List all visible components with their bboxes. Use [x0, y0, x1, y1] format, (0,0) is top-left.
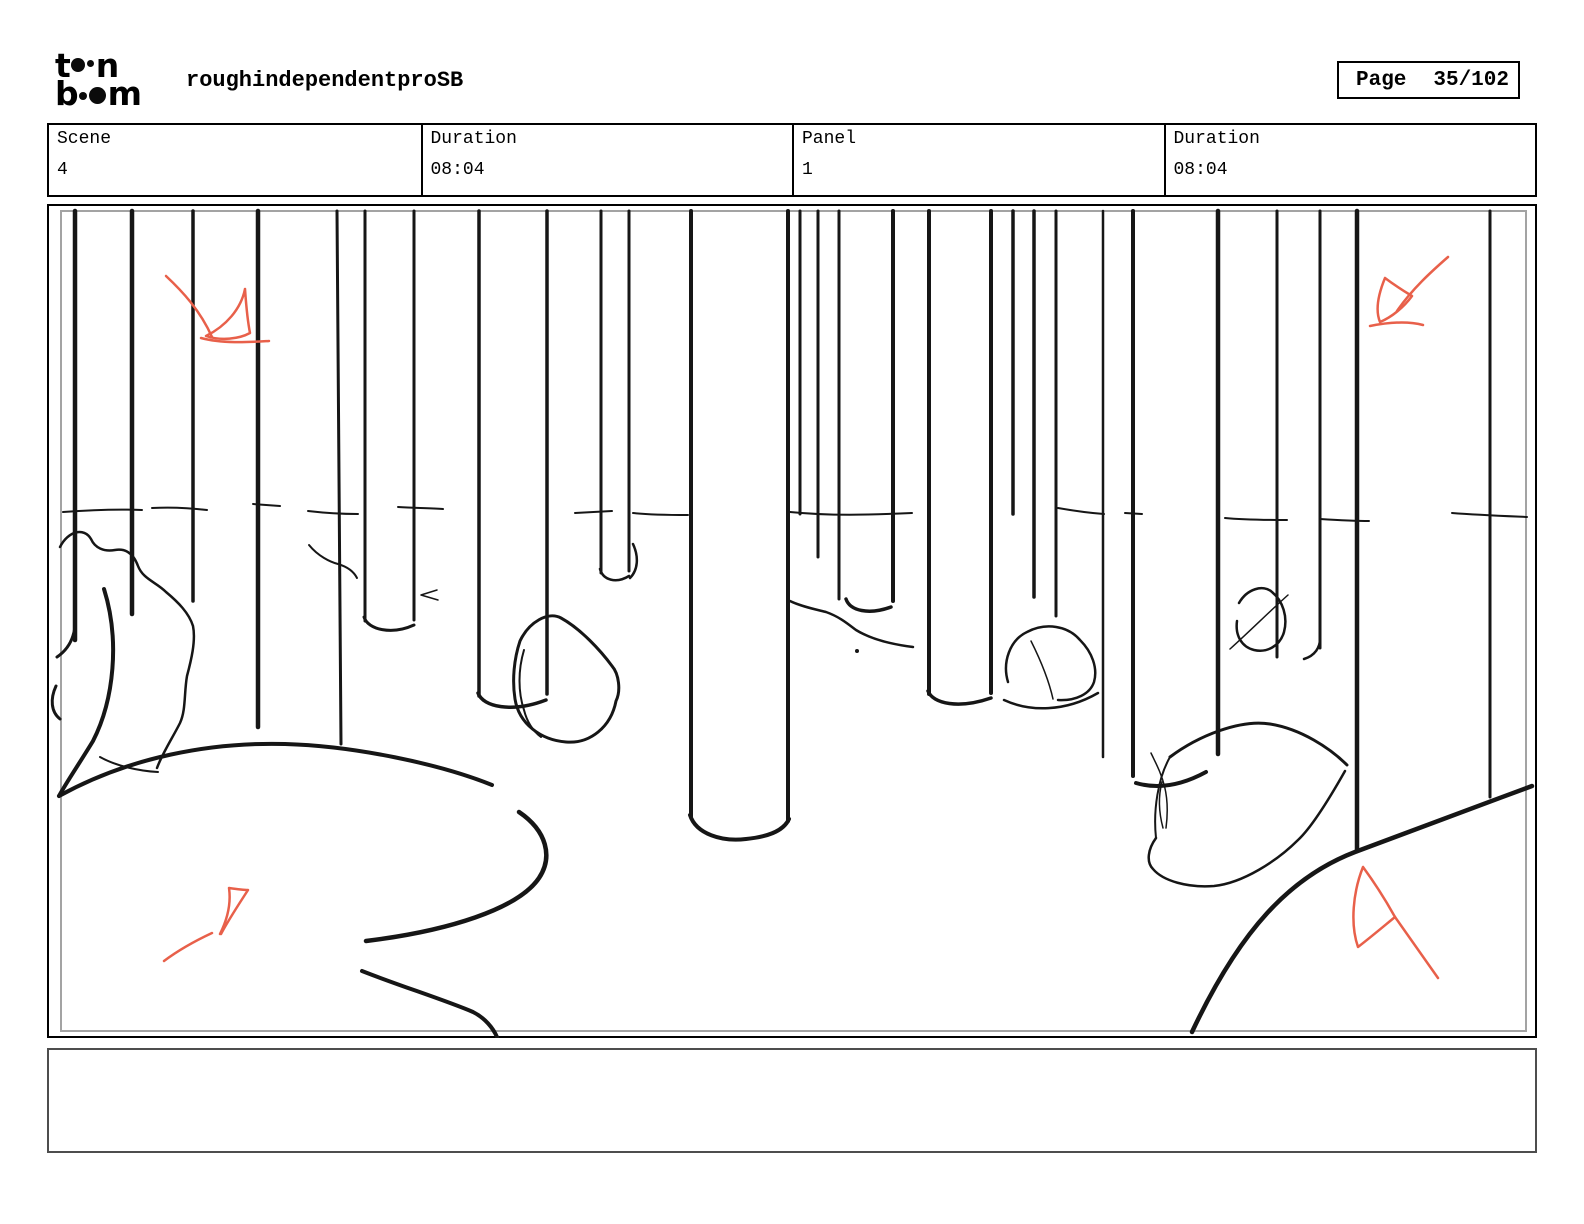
panel-duration-label: Duration	[1173, 129, 1260, 149]
ground-contours	[56, 741, 1534, 1038]
storyboard-panel-frame	[47, 204, 1537, 1038]
logo-letter-n: n	[95, 45, 119, 85]
info-cell-scene: Scene 4	[49, 125, 421, 195]
page-number-box: Page 35/102	[1337, 61, 1520, 99]
info-cell-panel-duration: Duration 08:04	[1163, 125, 1536, 195]
panel-label: Panel	[802, 129, 857, 149]
scene-value: 4	[57, 160, 68, 180]
annotation-arrows	[162, 255, 1449, 979]
scene-label: Scene	[57, 129, 112, 149]
forest-sketch	[50, 208, 1534, 1038]
arrow-top-left	[164, 274, 270, 343]
scene-duration-value: 08:04	[430, 160, 485, 180]
ground-details	[307, 543, 914, 653]
page-value: 35/102	[1433, 68, 1509, 92]
logo-letter-m: m	[107, 73, 142, 113]
panel-duration-value: 08:04	[1173, 160, 1228, 180]
ink-dot	[854, 648, 859, 653]
logo-letter-b: b	[55, 73, 79, 113]
tree-trunks	[55, 208, 1491, 853]
arrow-bottom-left	[162, 886, 249, 962]
logo-dot-icon	[86, 59, 94, 67]
project-title: roughindependentproSB	[186, 68, 464, 93]
info-cell-scene-duration: Duration 08:04	[420, 125, 793, 195]
logo-dot-icon	[88, 86, 106, 104]
logo-dot-icon	[78, 92, 87, 100]
logo-letter-t: t	[55, 45, 71, 85]
scene-duration-label: Duration	[430, 129, 517, 149]
info-cell-panel: Panel 1	[792, 125, 1164, 195]
caption-box	[47, 1048, 1537, 1153]
arrow-top-right	[1368, 255, 1449, 327]
horizon-line	[61, 502, 1528, 522]
panel-info-row: Scene 4 Duration 08:04 Panel 1 Duration …	[47, 123, 1537, 197]
arrow-bottom-right	[1351, 865, 1439, 979]
panel-value: 1	[802, 160, 813, 180]
logo-dot-icon	[70, 58, 85, 72]
page-label: Page	[1356, 68, 1407, 92]
rocks	[50, 530, 1348, 888]
